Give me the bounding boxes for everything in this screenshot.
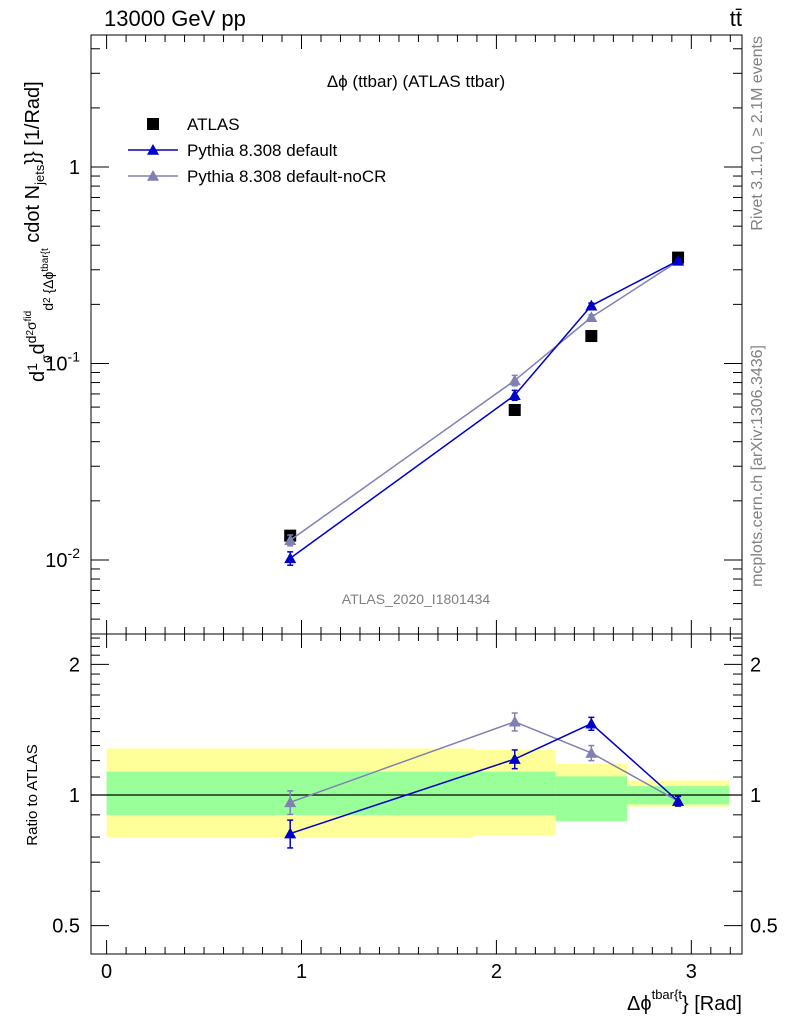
legend-pythia-default-marker (147, 144, 159, 155)
ratio-pythia-default-point (284, 827, 297, 839)
rivet-label: Rivet 3.1.10, ≥ 2.1M events (749, 36, 766, 231)
pythia-default-point (508, 389, 521, 400)
pythia-default-line (289, 259, 679, 559)
pythia-default-point (284, 552, 297, 564)
ratio-y-tick-label: 0.5 (52, 916, 80, 938)
pythia-default-point (672, 254, 685, 266)
legend-pythia-default-label: Pythia 8.308 default (187, 141, 338, 160)
ratio-pythia-default-point (672, 795, 685, 806)
pythia-nocr-point (284, 534, 297, 546)
main-plot-area: 10-2 10-1 1 (45, 35, 742, 634)
svg-text:Δϕtbar{t} [Rad]: Δϕtbar{t} [Rad] (627, 987, 742, 1015)
x-tick-label: 2 (491, 961, 502, 983)
x-tick-label: 3 (686, 961, 697, 983)
pythia-nocr-line (289, 260, 679, 541)
energy-label: 13000 GeV pp (104, 6, 246, 31)
process-label: tt̄ (730, 6, 742, 31)
pythia-nocr-point (585, 311, 598, 323)
y-tick-label: 10-2 (45, 545, 80, 572)
ratio-y-tick-label: 2 (69, 654, 80, 676)
analysis-watermark: ATLAS_2020_I1801434 (342, 591, 491, 607)
ratio-plot-frame (90, 633, 743, 955)
ratio-pythia-nocr-point (284, 796, 297, 808)
ratio-pythia-default-line (289, 722, 679, 835)
ratio-pythia-nocr-point (508, 715, 521, 727)
pythia-nocr-point (508, 374, 521, 386)
ratio-y-tick-label-right: 0.5 (750, 916, 778, 938)
ratio-pythia-nocr-line (289, 720, 679, 803)
ratio-y-axis-label: Ratio to ATLAS (24, 744, 41, 845)
atlas-data-point (508, 403, 521, 416)
legend-atlas-label: ATLAS (187, 115, 240, 134)
ratio-inner-band (555, 776, 628, 822)
atlas-data-point (585, 330, 598, 343)
ratio-y-tick-label: 1 (69, 785, 80, 807)
x-tick-label: 1 (296, 961, 307, 983)
ratio-plot-area: 0 1 2 3 0.5 0.5 1 1 2 2 (52, 634, 778, 983)
ratio-y-tick-label-right: 1 (750, 785, 761, 807)
y-tick-label: 1 (69, 157, 80, 179)
ratio-pythia-default-point (508, 753, 521, 764)
legend-atlas-marker (147, 118, 159, 130)
ratio-y-tick-label-right: 2 (750, 654, 761, 676)
main-plot-title: Δϕ (ttbar) (ATLAS ttbar) (327, 72, 505, 91)
x-tick-label: 0 (101, 961, 112, 983)
legend-pythia-nocr-marker (147, 170, 159, 181)
ratio-inner-band (473, 771, 556, 816)
legend: ATLAS Pythia 8.308 default Pythia 8.308 de… (128, 115, 386, 186)
pythia-default-point (585, 299, 598, 311)
mcplots-label: mcplots.cern.ch [arXiv:1306.3436] (749, 345, 766, 587)
x-axis-label: Δϕtbar{t} [Rad] (627, 987, 742, 1015)
svg-text:d1σdd2σfidd2 {Δϕtbar{t cdot Nj: d1σdd2σfidd2 {Δϕtbar{t cdot Njets}} [1/R… (22, 81, 56, 382)
main-y-axis-label: d1σdd2σfidd2 {Δϕtbar{t cdot Njets}} [1/R… (22, 81, 56, 382)
y-tick-label: 10-1 (45, 349, 80, 376)
ratio-pythia-nocr-point (585, 746, 598, 758)
legend-pythia-nocr-label: Pythia 8.308 default-noCR (187, 167, 386, 186)
ratio-pythia-default-point (585, 717, 598, 729)
